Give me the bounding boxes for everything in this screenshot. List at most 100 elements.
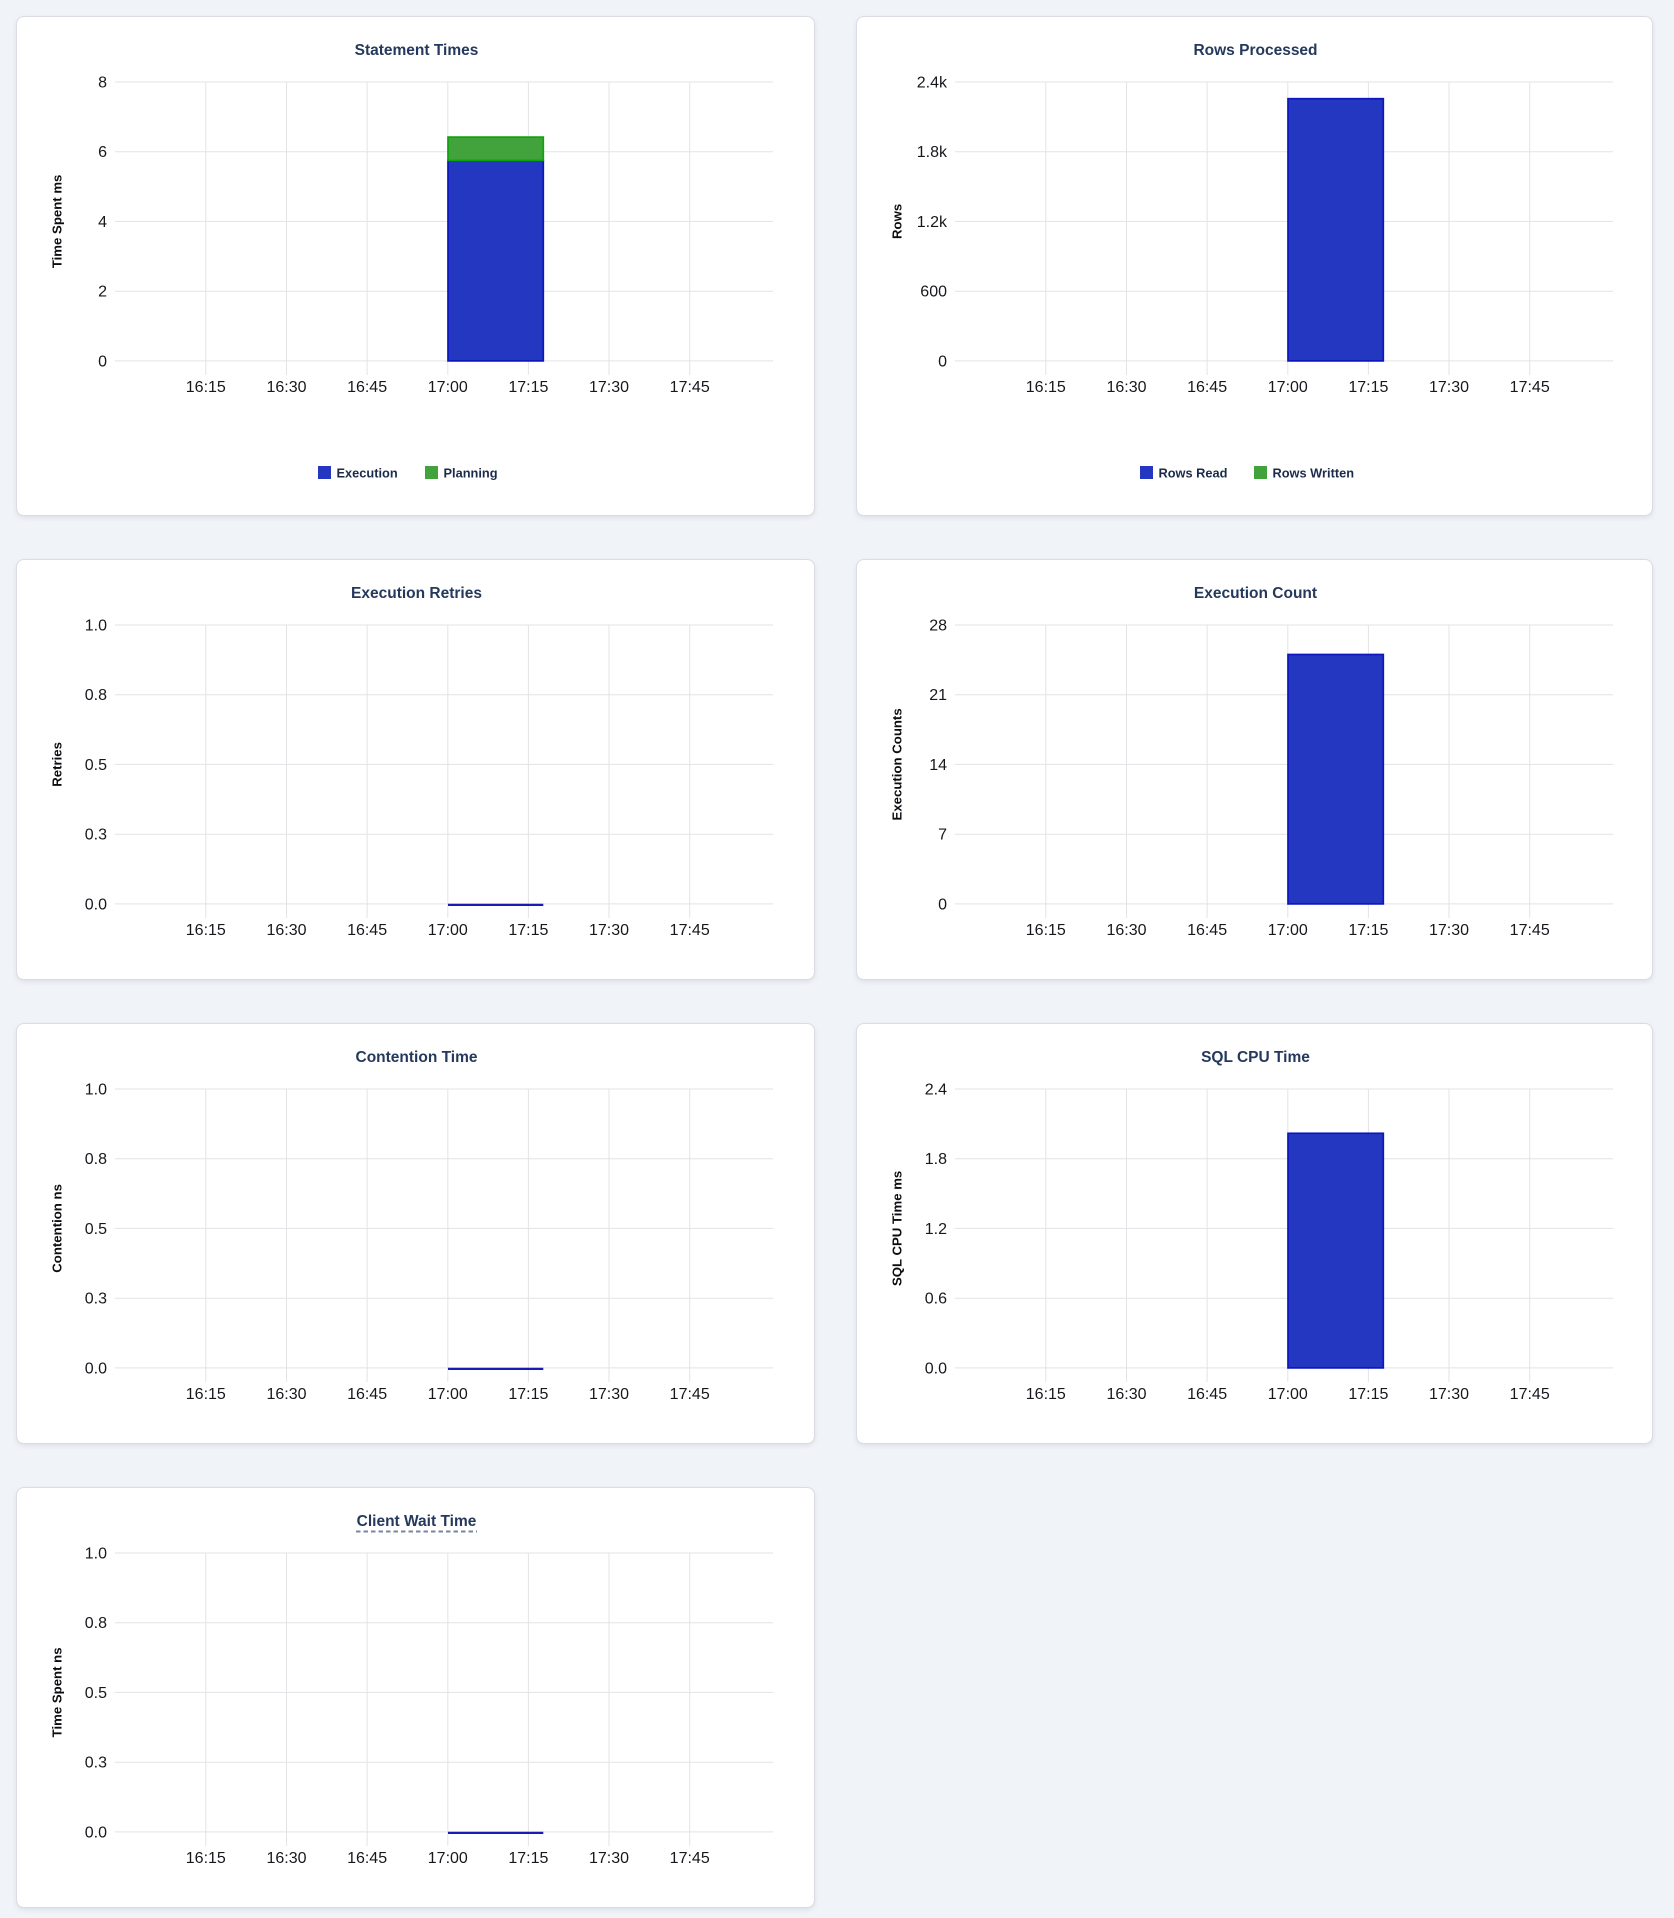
svg-text:Time Spent ms: Time Spent ms bbox=[50, 175, 65, 269]
svg-text:17:30: 17:30 bbox=[589, 379, 629, 396]
svg-text:Contention ns: Contention ns bbox=[50, 1184, 65, 1273]
svg-text:17:45: 17:45 bbox=[1510, 922, 1550, 939]
svg-text:600: 600 bbox=[920, 284, 947, 301]
svg-text:Retries: Retries bbox=[50, 742, 65, 787]
svg-text:16:45: 16:45 bbox=[1187, 922, 1227, 939]
svg-text:16:30: 16:30 bbox=[1106, 922, 1146, 939]
svg-text:Execution Counts: Execution Counts bbox=[890, 708, 905, 820]
svg-text:17:45: 17:45 bbox=[670, 379, 710, 396]
svg-text:17:15: 17:15 bbox=[1348, 1386, 1388, 1403]
svg-text:17:00: 17:00 bbox=[428, 1850, 468, 1867]
svg-text:17:45: 17:45 bbox=[670, 922, 710, 939]
svg-text:16:15: 16:15 bbox=[186, 1850, 226, 1867]
svg-text:17:30: 17:30 bbox=[1429, 1386, 1469, 1403]
svg-text:17:45: 17:45 bbox=[1510, 1386, 1550, 1403]
svg-text:0.3: 0.3 bbox=[85, 1755, 107, 1772]
svg-text:0: 0 bbox=[938, 896, 947, 913]
svg-text:0.8: 0.8 bbox=[85, 1615, 107, 1632]
svg-text:17:15: 17:15 bbox=[508, 1850, 548, 1867]
svg-text:16:30: 16:30 bbox=[266, 1850, 306, 1867]
svg-text:SQL CPU Time: SQL CPU Time bbox=[1201, 1049, 1310, 1066]
svg-text:17:00: 17:00 bbox=[428, 1386, 468, 1403]
svg-text:21: 21 bbox=[929, 687, 947, 704]
svg-text:16:30: 16:30 bbox=[266, 1386, 306, 1403]
svg-text:14: 14 bbox=[929, 757, 947, 774]
svg-text:Rows Written: Rows Written bbox=[1273, 466, 1355, 481]
svg-text:16:15: 16:15 bbox=[1026, 379, 1066, 396]
svg-text:0.3: 0.3 bbox=[85, 1291, 107, 1308]
svg-text:Statement Times: Statement Times bbox=[355, 42, 479, 59]
svg-text:1.0: 1.0 bbox=[85, 1546, 107, 1563]
svg-text:16:15: 16:15 bbox=[186, 1386, 226, 1403]
svg-text:17:45: 17:45 bbox=[670, 1386, 710, 1403]
svg-text:Planning: Planning bbox=[444, 466, 498, 481]
svg-text:17:45: 17:45 bbox=[670, 1850, 710, 1867]
svg-text:Execution Retries: Execution Retries bbox=[351, 585, 482, 602]
svg-text:6: 6 bbox=[98, 144, 107, 161]
svg-text:0.0: 0.0 bbox=[85, 1824, 107, 1841]
svg-text:SQL CPU Time ms: SQL CPU Time ms bbox=[890, 1171, 905, 1286]
svg-text:1.8k: 1.8k bbox=[917, 144, 948, 161]
svg-text:0.0: 0.0 bbox=[85, 896, 107, 913]
svg-text:16:15: 16:15 bbox=[186, 379, 226, 396]
svg-text:0: 0 bbox=[938, 353, 947, 370]
svg-text:7: 7 bbox=[938, 827, 947, 844]
svg-text:0.8: 0.8 bbox=[85, 1151, 107, 1168]
svg-text:17:15: 17:15 bbox=[508, 379, 548, 396]
svg-text:0.6: 0.6 bbox=[925, 1291, 947, 1308]
svg-text:17:15: 17:15 bbox=[508, 922, 548, 939]
svg-text:0.8: 0.8 bbox=[85, 687, 107, 704]
svg-text:Client Wait Time: Client Wait Time bbox=[357, 1513, 477, 1530]
svg-text:17:15: 17:15 bbox=[1348, 379, 1388, 396]
svg-text:0.0: 0.0 bbox=[85, 1360, 107, 1377]
svg-text:1.0: 1.0 bbox=[85, 1082, 107, 1099]
svg-text:2.4: 2.4 bbox=[925, 1082, 947, 1099]
svg-text:1.2: 1.2 bbox=[925, 1221, 947, 1238]
svg-text:16:15: 16:15 bbox=[1026, 922, 1066, 939]
svg-text:16:45: 16:45 bbox=[347, 1386, 387, 1403]
svg-text:0.0: 0.0 bbox=[925, 1360, 947, 1377]
svg-text:16:30: 16:30 bbox=[266, 379, 306, 396]
svg-text:Execution: Execution bbox=[337, 466, 398, 481]
svg-text:Execution Count: Execution Count bbox=[1194, 585, 1317, 602]
svg-text:2: 2 bbox=[98, 284, 107, 301]
svg-text:1.0: 1.0 bbox=[85, 618, 107, 635]
svg-text:16:45: 16:45 bbox=[347, 922, 387, 939]
svg-text:16:30: 16:30 bbox=[1106, 379, 1146, 396]
svg-text:0.5: 0.5 bbox=[85, 1221, 107, 1238]
svg-text:Rows Read: Rows Read bbox=[1159, 466, 1228, 481]
svg-text:2.4k: 2.4k bbox=[917, 75, 948, 92]
svg-text:0.3: 0.3 bbox=[85, 827, 107, 844]
svg-text:16:45: 16:45 bbox=[1187, 379, 1227, 396]
svg-text:17:30: 17:30 bbox=[589, 1850, 629, 1867]
svg-text:17:00: 17:00 bbox=[1268, 1386, 1308, 1403]
svg-text:16:30: 16:30 bbox=[1106, 1386, 1146, 1403]
svg-text:17:15: 17:15 bbox=[508, 1386, 548, 1403]
svg-text:17:00: 17:00 bbox=[1268, 379, 1308, 396]
svg-text:17:30: 17:30 bbox=[1429, 922, 1469, 939]
svg-text:16:45: 16:45 bbox=[1187, 1386, 1227, 1403]
svg-text:16:15: 16:15 bbox=[186, 922, 226, 939]
svg-text:17:00: 17:00 bbox=[428, 379, 468, 396]
svg-text:16:15: 16:15 bbox=[1026, 1386, 1066, 1403]
svg-text:17:30: 17:30 bbox=[589, 1386, 629, 1403]
svg-text:16:45: 16:45 bbox=[347, 379, 387, 396]
svg-text:0.5: 0.5 bbox=[85, 1685, 107, 1702]
svg-text:Rows Processed: Rows Processed bbox=[1193, 42, 1317, 59]
svg-text:0.5: 0.5 bbox=[85, 757, 107, 774]
svg-text:16:45: 16:45 bbox=[347, 1850, 387, 1867]
svg-text:Contention Time: Contention Time bbox=[356, 1049, 478, 1066]
svg-text:17:30: 17:30 bbox=[1429, 379, 1469, 396]
svg-text:17:45: 17:45 bbox=[1510, 379, 1550, 396]
svg-text:1.8: 1.8 bbox=[925, 1151, 947, 1168]
svg-text:1.2k: 1.2k bbox=[917, 214, 948, 231]
svg-text:16:30: 16:30 bbox=[266, 922, 306, 939]
svg-text:Time Spent ns: Time Spent ns bbox=[50, 1647, 65, 1737]
svg-text:28: 28 bbox=[929, 618, 947, 635]
svg-text:8: 8 bbox=[98, 75, 107, 92]
svg-text:17:30: 17:30 bbox=[589, 922, 629, 939]
svg-text:17:00: 17:00 bbox=[1268, 922, 1308, 939]
svg-text:4: 4 bbox=[98, 214, 107, 231]
svg-text:17:00: 17:00 bbox=[428, 922, 468, 939]
svg-text:17:15: 17:15 bbox=[1348, 922, 1388, 939]
